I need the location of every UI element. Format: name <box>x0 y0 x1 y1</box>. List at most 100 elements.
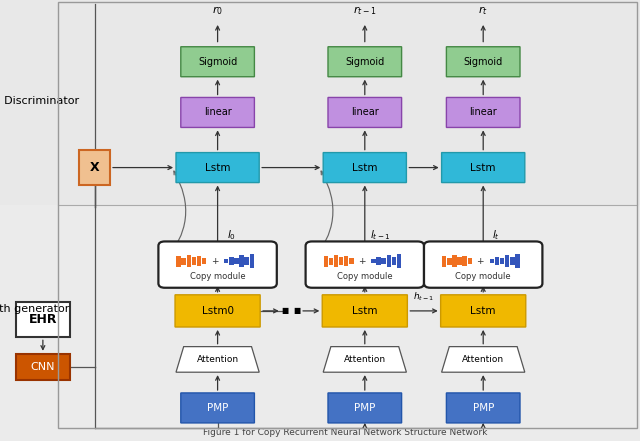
FancyBboxPatch shape <box>440 295 526 327</box>
FancyBboxPatch shape <box>442 153 525 183</box>
Bar <box>239 255 244 267</box>
Bar <box>463 256 467 265</box>
Text: +: + <box>358 257 365 265</box>
Bar <box>505 255 509 267</box>
Text: Sigmoid: Sigmoid <box>345 57 385 67</box>
Text: +: + <box>211 257 218 265</box>
Polygon shape <box>176 347 259 372</box>
FancyBboxPatch shape <box>323 153 406 183</box>
Bar <box>458 257 462 265</box>
Bar <box>339 257 344 265</box>
Bar <box>202 258 207 264</box>
Bar <box>177 255 181 266</box>
Text: Attention: Attention <box>196 355 239 364</box>
FancyBboxPatch shape <box>328 47 402 77</box>
Text: $r_0$: $r_0$ <box>212 4 223 18</box>
FancyBboxPatch shape <box>181 97 255 127</box>
Text: $h_{t-1}$: $h_{t-1}$ <box>413 291 435 303</box>
Text: linear: linear <box>351 108 379 117</box>
Text: $r_{t-1}$: $r_{t-1}$ <box>353 4 376 18</box>
FancyBboxPatch shape <box>181 47 255 77</box>
Bar <box>234 258 239 264</box>
Bar <box>344 256 349 265</box>
FancyBboxPatch shape <box>447 97 520 127</box>
Text: ■  ■: ■ ■ <box>282 306 301 315</box>
Bar <box>15 302 70 337</box>
Bar <box>468 258 472 264</box>
FancyBboxPatch shape <box>176 153 259 183</box>
Bar <box>381 258 386 264</box>
Bar <box>452 255 457 267</box>
Bar <box>376 257 381 265</box>
Text: Lstm: Lstm <box>205 163 230 172</box>
Bar <box>510 257 515 265</box>
Text: Figure 1 for Copy Recurrent Neural Network Structure Network: Figure 1 for Copy Recurrent Neural Netwo… <box>204 429 488 437</box>
Text: Sigmoid: Sigmoid <box>198 57 237 67</box>
Text: $l_t$: $l_t$ <box>492 228 500 242</box>
Bar <box>515 254 520 268</box>
Text: Path Discriminator: Path Discriminator <box>0 97 79 106</box>
FancyBboxPatch shape <box>175 295 260 327</box>
Bar <box>250 254 254 268</box>
Bar <box>387 255 391 267</box>
Text: X: X <box>90 161 100 174</box>
Bar <box>334 255 339 267</box>
FancyBboxPatch shape <box>447 47 520 77</box>
FancyBboxPatch shape <box>306 242 424 288</box>
Polygon shape <box>323 347 406 372</box>
Bar <box>0 205 640 441</box>
FancyBboxPatch shape <box>159 242 277 288</box>
FancyBboxPatch shape <box>328 393 402 423</box>
Bar <box>79 150 110 185</box>
Bar <box>442 255 447 266</box>
Bar <box>229 257 234 265</box>
Text: linear: linear <box>204 108 232 117</box>
Bar <box>224 258 228 263</box>
Bar <box>329 258 333 265</box>
Bar <box>397 254 401 268</box>
Bar <box>371 258 376 263</box>
Text: Copy module: Copy module <box>337 272 392 281</box>
Bar <box>244 257 249 265</box>
Text: PMP: PMP <box>354 403 376 413</box>
Bar <box>392 257 396 265</box>
Text: Attention: Attention <box>344 355 386 364</box>
Bar <box>495 257 499 265</box>
Bar <box>187 255 191 267</box>
Text: Lstm0: Lstm0 <box>202 306 234 316</box>
Bar <box>349 258 354 264</box>
Text: Lstm: Lstm <box>352 306 378 316</box>
Text: Copy module: Copy module <box>190 272 245 281</box>
FancyBboxPatch shape <box>447 393 520 423</box>
FancyBboxPatch shape <box>322 295 407 327</box>
Bar <box>192 257 196 265</box>
Text: Path generator: Path generator <box>0 304 69 314</box>
Text: +: + <box>476 257 484 265</box>
Bar <box>197 256 202 265</box>
Text: Lstm: Lstm <box>470 163 496 172</box>
Bar <box>0 0 640 205</box>
Text: Copy module: Copy module <box>456 272 511 281</box>
Text: linear: linear <box>469 108 497 117</box>
Text: Attention: Attention <box>462 355 504 364</box>
Text: PMP: PMP <box>207 403 228 413</box>
Text: CNN: CNN <box>31 362 55 372</box>
Bar <box>490 258 494 263</box>
FancyBboxPatch shape <box>181 393 255 423</box>
Text: Lstm: Lstm <box>470 306 496 316</box>
Bar <box>323 255 328 266</box>
Text: EHR: EHR <box>29 313 57 326</box>
Text: $l_0$: $l_0$ <box>227 228 236 242</box>
FancyBboxPatch shape <box>328 97 402 127</box>
Bar <box>500 258 504 264</box>
Text: $l_{t-1}$: $l_{t-1}$ <box>371 228 391 242</box>
Text: Lstm: Lstm <box>352 163 378 172</box>
FancyBboxPatch shape <box>424 242 543 288</box>
Text: Sigmoid: Sigmoid <box>463 57 503 67</box>
Bar <box>447 258 452 265</box>
Polygon shape <box>442 347 525 372</box>
Text: PMP: PMP <box>472 403 494 413</box>
Bar <box>15 354 70 380</box>
Text: $r_t$: $r_t$ <box>478 4 488 18</box>
Bar <box>182 258 186 265</box>
